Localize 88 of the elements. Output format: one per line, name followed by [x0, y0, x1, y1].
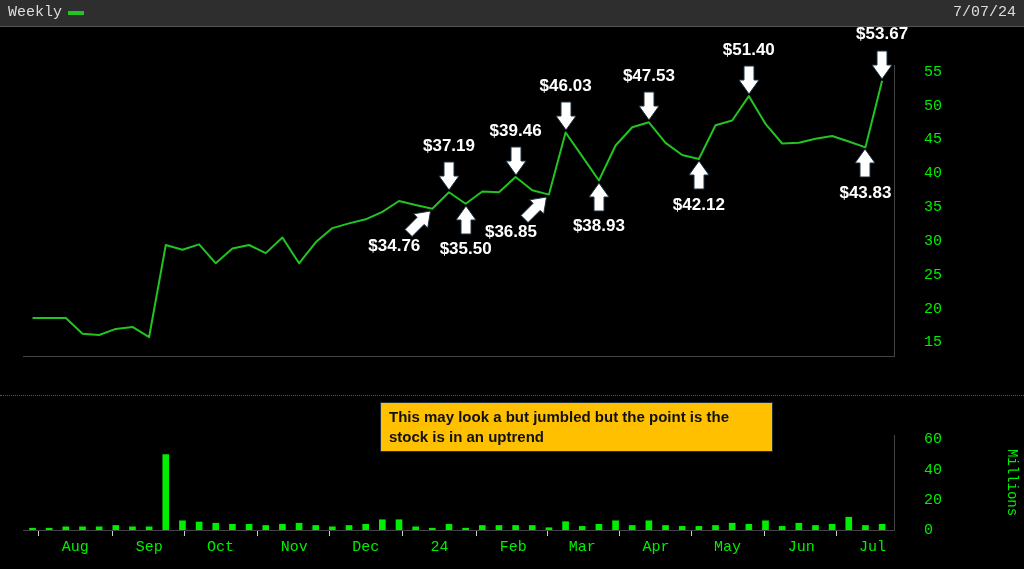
- y-tick-label: 40: [924, 165, 943, 183]
- y-tick-label: 20: [924, 491, 943, 509]
- bar: [795, 522, 803, 530]
- bar: [212, 522, 220, 530]
- annotation: $53.67: [856, 24, 909, 44]
- y-tick-label: 40: [924, 461, 943, 479]
- bar: [612, 520, 619, 530]
- annotation: $43.83: [839, 183, 892, 203]
- bar: [229, 523, 236, 530]
- x-tick-label: Oct: [207, 538, 235, 556]
- y-tick-label: 45: [924, 131, 943, 149]
- annotation: $37.19: [422, 135, 475, 155]
- bar: [312, 525, 320, 530]
- y-tick-label: 50: [924, 97, 943, 115]
- bar: [845, 516, 853, 530]
- text: 7/07/24: [952, 4, 1016, 21]
- bar: [762, 520, 769, 530]
- x-tick-label: Nov: [280, 538, 308, 556]
- bar: [695, 526, 703, 530]
- annotation: $47.53: [622, 66, 675, 86]
- bar: [262, 525, 270, 530]
- x-tick-label: Mar: [568, 538, 596, 556]
- bar: [79, 526, 86, 530]
- y-tick-label: 25: [924, 266, 943, 284]
- bar: [478, 525, 486, 530]
- bar: [595, 523, 603, 530]
- bar: [628, 525, 636, 530]
- bar: [129, 526, 136, 530]
- x-tick-label: 24: [430, 538, 449, 556]
- annotation: $39.46: [489, 120, 542, 140]
- bar: [562, 521, 569, 530]
- annotation: $35.50: [439, 239, 492, 259]
- bar: [745, 523, 753, 530]
- x-tick-label: Aug: [61, 538, 89, 556]
- y-tick-label: 0: [924, 521, 934, 539]
- bar: [362, 523, 370, 530]
- y-tick-label: 35: [924, 199, 943, 217]
- bar: [678, 526, 686, 530]
- bar: [412, 526, 419, 530]
- bar: [778, 526, 786, 530]
- legend-label: Weekly: [8, 4, 63, 21]
- bar: [162, 454, 170, 530]
- y-tick-label: 20: [924, 300, 943, 318]
- annotation: $46.03: [539, 76, 592, 96]
- bar: [878, 523, 886, 530]
- y-tick-label: 55: [924, 63, 943, 81]
- annotation: $51.40: [722, 39, 775, 59]
- bar: [395, 519, 403, 530]
- y-tick-label: 30: [924, 232, 943, 250]
- bar: [578, 526, 586, 530]
- annotation: $42.12: [672, 194, 725, 214]
- y-tick-label: 60: [924, 431, 943, 449]
- annotation: $38.93: [572, 216, 625, 236]
- bar: [45, 527, 53, 530]
- callout-box: This may look a but jumbled but the point is the stock is in an uptrend: [380, 402, 773, 452]
- bar: [428, 527, 436, 530]
- bar: [728, 522, 736, 530]
- x-tick-label: Jul: [859, 538, 887, 556]
- annotation: $34.76: [368, 236, 421, 256]
- x-tick-label: Apr: [642, 538, 670, 556]
- bar: [528, 525, 536, 530]
- bar: [712, 525, 719, 530]
- bar: [112, 525, 120, 530]
- bar: [812, 525, 819, 530]
- x-tick-label: Feb: [499, 538, 527, 556]
- bar: [512, 525, 519, 530]
- bar: [179, 520, 186, 530]
- y-tick-label: 15: [924, 334, 943, 352]
- bar: [662, 525, 669, 530]
- bar: [495, 525, 503, 530]
- bar: [345, 525, 353, 530]
- bar: [379, 519, 386, 530]
- bar: [862, 525, 869, 530]
- y-axis-title: Millions: [1003, 448, 1020, 517]
- bar: [245, 523, 253, 530]
- bar: [29, 527, 36, 530]
- bar: [545, 527, 553, 530]
- bar: [462, 527, 469, 530]
- x-tick-label: Sep: [135, 538, 163, 556]
- x-tick-label: May: [713, 538, 741, 556]
- x-tick-label: Jun: [787, 538, 815, 556]
- annotation: $36.85: [484, 222, 537, 242]
- bar: [279, 523, 286, 530]
- bar: [645, 520, 653, 530]
- x-tick-label: Dec: [352, 538, 380, 556]
- bar: [329, 526, 336, 530]
- bar: [828, 523, 836, 530]
- bar: [445, 523, 453, 530]
